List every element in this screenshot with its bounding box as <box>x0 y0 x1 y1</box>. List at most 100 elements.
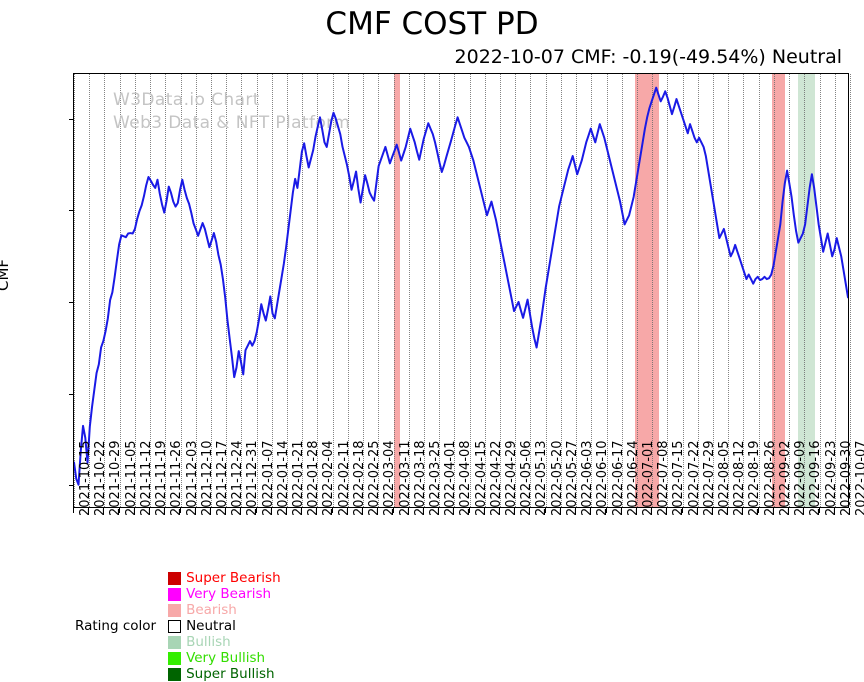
legend-title: Rating color <box>75 618 157 634</box>
x-tick-mark <box>742 508 744 513</box>
x-tick-mark <box>514 508 516 513</box>
gridline <box>713 74 715 507</box>
x-tick-label: 2022-02-25 <box>367 440 383 516</box>
gridline <box>439 74 441 507</box>
x-tick-mark <box>590 508 592 513</box>
x-tick-mark <box>818 508 820 513</box>
x-tick-mark <box>438 508 440 513</box>
x-tick-mark <box>118 508 120 513</box>
legend-item-bearish[interactable]: Bearish <box>168 602 281 618</box>
rating-band-bearish <box>771 74 785 507</box>
x-tick-mark <box>803 508 805 513</box>
x-tick-label: 2022-06-17 <box>610 440 626 516</box>
x-tick-mark <box>225 508 227 513</box>
legend-swatch-icon <box>168 667 182 681</box>
x-tick-label: 2022-04-15 <box>473 440 489 516</box>
x-tick-label: 2022-09-09 <box>793 440 809 516</box>
x-tick-label: 2021-12-31 <box>245 440 261 516</box>
x-tick-label: 2021-11-12 <box>138 440 154 516</box>
x-tick-mark <box>727 508 729 513</box>
y-tick-mark <box>69 485 74 487</box>
gridline <box>469 74 471 507</box>
legend-item-bullish[interactable]: Bullish <box>168 634 281 650</box>
x-tick-label: 2021-10-15 <box>78 440 93 516</box>
x-tick-mark <box>392 508 394 513</box>
x-tick-label: 2022-05-27 <box>564 440 580 516</box>
gridline <box>317 74 319 507</box>
gridline <box>423 74 425 507</box>
gridline <box>697 74 699 507</box>
x-tick-mark <box>772 508 774 513</box>
gridline <box>363 74 365 507</box>
x-tick-mark <box>788 508 790 513</box>
x-tick-mark <box>346 508 348 513</box>
gridline <box>408 74 410 507</box>
x-tick-mark <box>453 508 455 513</box>
x-tick-mark <box>149 508 151 513</box>
gridline <box>652 74 654 507</box>
gridline <box>378 74 380 507</box>
gridline <box>74 74 75 507</box>
x-tick-label: 2021-10-22 <box>93 440 109 516</box>
x-tick-label: 2022-05-06 <box>519 440 535 516</box>
legend-label: Bullish <box>186 634 231 650</box>
x-tick-mark <box>422 508 424 513</box>
legend-item-super-bullish[interactable]: Super Bullish <box>168 666 281 682</box>
x-tick-label: 2022-02-04 <box>321 440 337 516</box>
x-tick-mark <box>377 508 379 513</box>
x-tick-label: 2022-05-20 <box>549 440 565 516</box>
gridline <box>621 74 623 507</box>
x-tick-mark <box>605 508 607 513</box>
gridline <box>347 74 349 507</box>
x-tick-label: 2022-02-11 <box>336 440 352 516</box>
gridline <box>210 74 212 507</box>
legend-item-very-bearish[interactable]: Very Bearish <box>168 586 281 602</box>
cmf-line-series <box>74 86 848 486</box>
gridline <box>165 74 167 507</box>
gridline <box>530 74 532 507</box>
x-tick-mark <box>757 508 759 513</box>
legend-swatch-icon <box>168 635 182 649</box>
x-tick-label: 2022-10-07 <box>854 440 864 516</box>
gridline <box>104 74 106 507</box>
x-tick-mark <box>544 508 546 513</box>
gridline <box>195 74 197 507</box>
x-tick-mark <box>499 508 501 513</box>
x-tick-label: 2022-06-03 <box>580 440 596 516</box>
gridline <box>241 74 243 507</box>
gridline <box>454 74 456 507</box>
x-tick-mark <box>468 508 470 513</box>
x-tick-label: 2022-01-21 <box>291 440 307 516</box>
gridline <box>591 74 593 507</box>
gridline <box>560 74 562 507</box>
x-tick-mark <box>240 508 242 513</box>
rating-color-legend: Rating color Super Bearish Very Bearish Be… <box>0 570 864 682</box>
x-tick-mark <box>620 508 622 513</box>
legend-swatch-icon <box>168 651 182 665</box>
legend-swatch-icon <box>168 587 182 601</box>
gridline <box>302 74 304 507</box>
x-tick-label: 2021-12-10 <box>199 440 215 516</box>
x-tick-label: 2022-08-26 <box>762 440 778 516</box>
x-tick-mark <box>179 508 181 513</box>
x-tick-label: 2022-09-23 <box>823 440 839 516</box>
gridline <box>773 74 775 507</box>
legend-label: Bearish <box>186 602 237 618</box>
legend-item-neutral[interactable]: Neutral <box>168 618 281 634</box>
x-tick-mark <box>164 508 166 513</box>
legend-label: Very Bearish <box>186 586 272 602</box>
y-axis-label: CMF <box>0 258 12 291</box>
gridline <box>850 74 851 507</box>
legend-items: Super Bearish Very Bearish Bearish Neutral B… <box>168 570 294 682</box>
legend-label: Super Bearish <box>186 570 281 586</box>
x-tick-mark <box>696 508 698 513</box>
legend-item-super-bearish[interactable]: Super Bearish <box>168 570 281 586</box>
gridline <box>728 74 730 507</box>
legend-item-very-bullish[interactable]: Very Bullish <box>168 650 281 666</box>
y-tick-mark <box>69 118 74 120</box>
gridline <box>134 74 136 507</box>
x-tick-mark <box>559 508 561 513</box>
x-tick-mark <box>286 508 288 513</box>
x-tick-label: 2022-05-13 <box>534 440 550 516</box>
x-tick-label: 2022-01-28 <box>306 440 322 516</box>
